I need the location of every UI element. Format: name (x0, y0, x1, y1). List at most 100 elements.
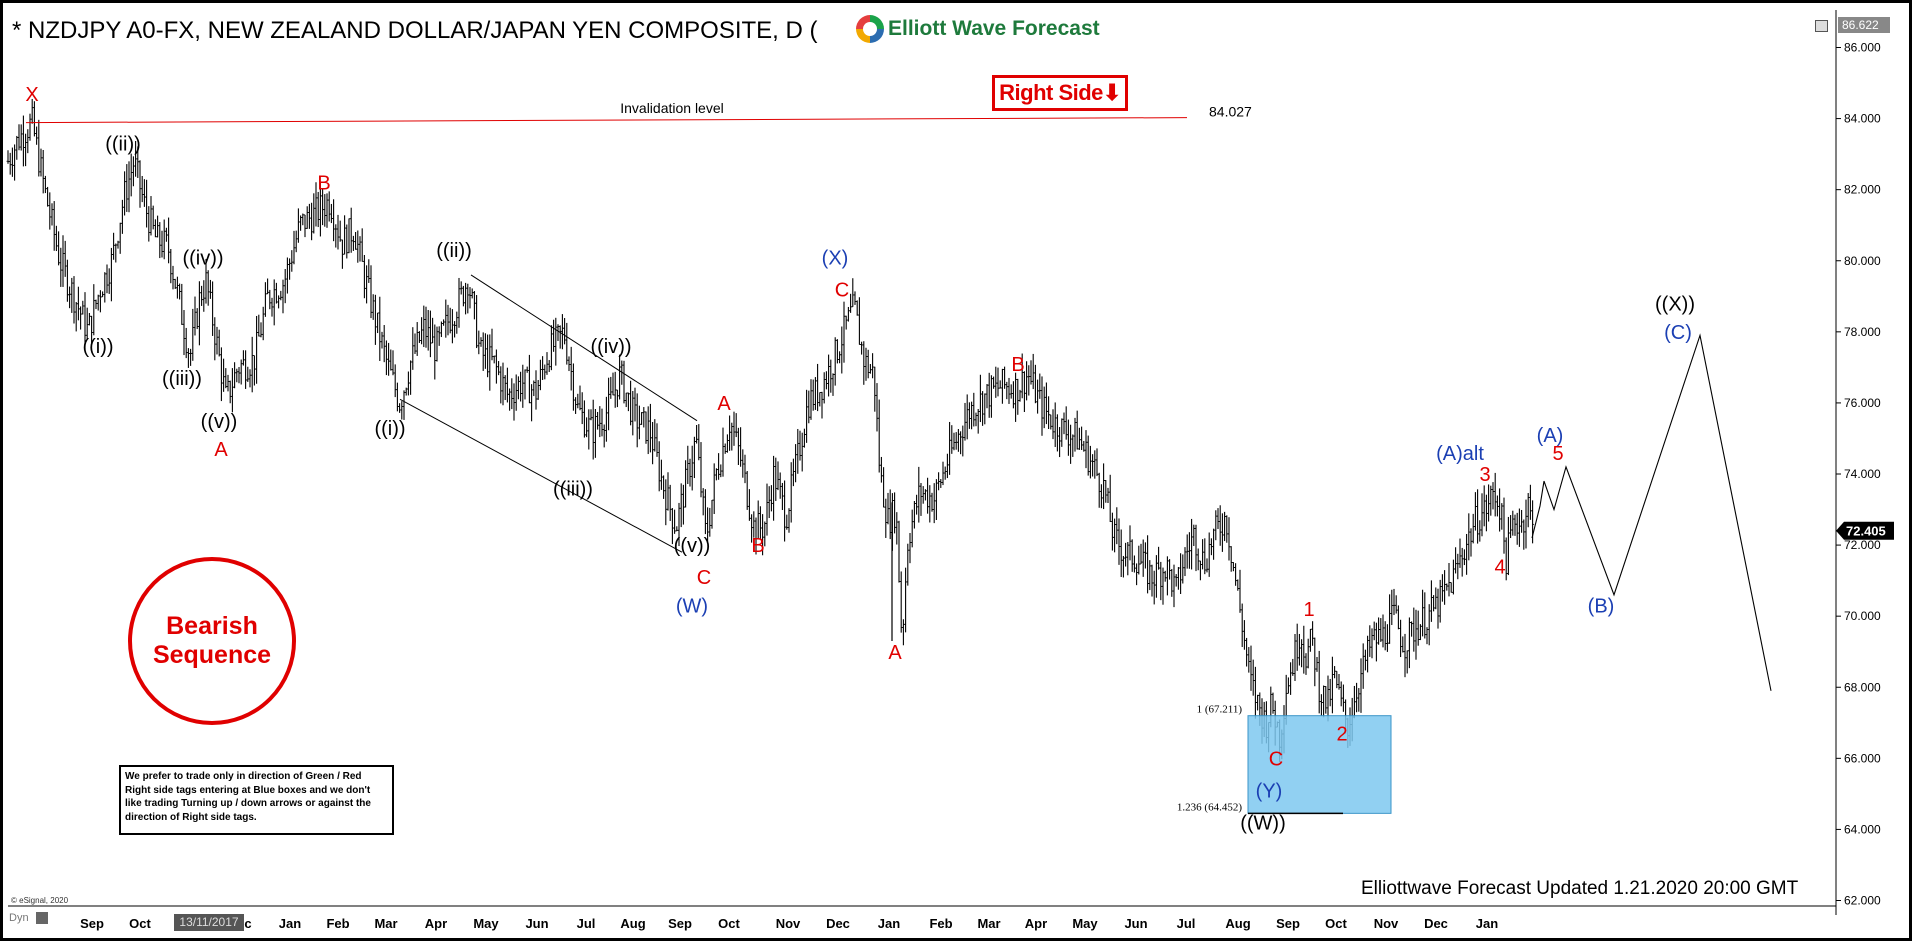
wave-label: (B) (1588, 596, 1615, 618)
y-tick-label: 72.000 (1844, 538, 1881, 552)
wave-label: A (888, 642, 902, 664)
invalidation-line (25, 117, 1188, 124)
x-tick-label: Oct (1325, 916, 1347, 931)
y-tick-label: 86.000 (1844, 41, 1881, 55)
wave-label: X (25, 84, 38, 106)
wave-label: A (214, 439, 228, 461)
wave-label: ((X)) (1655, 294, 1695, 316)
x-tick-label: Nov (1374, 916, 1399, 931)
wave-label: ((W)) (1240, 812, 1286, 834)
x-tick-label: Jun (525, 916, 548, 931)
x-tick-label: Dec (826, 916, 850, 931)
brand-logo: Elliott Wave Forecast (856, 15, 1100, 43)
update-footer: Elliottwave Forecast Updated 1.21.2020 2… (1361, 878, 1799, 899)
wave-label: B (1011, 354, 1024, 376)
right-side-tag: Right Side ⬇ (992, 75, 1128, 111)
wave-label: ((iv)) (182, 247, 223, 269)
fib-label: 1 (67.211) (1197, 703, 1243, 715)
y-tick-label: 68.000 (1844, 680, 1881, 694)
wave-label: B (317, 173, 330, 195)
x-tick-label: Sep (668, 916, 692, 931)
y-tick-label: 84.000 (1844, 112, 1881, 126)
wave-label: (X) (822, 247, 849, 269)
x-tick-label: Dec (1424, 916, 1448, 931)
y-tick-label: 76.000 (1844, 396, 1881, 410)
right-side-label: Right Side (999, 80, 1103, 105)
invalidation-label: Invalidation level (620, 100, 724, 116)
wave-label: ((i)) (374, 418, 405, 440)
wave-label: (Y) (1256, 780, 1283, 802)
top-value-label: 86.622 (1842, 18, 1879, 32)
axis-layer: 62.000 64.000 66.000 68.000 70.000 72.000 74.0… (8, 10, 1894, 931)
x-tick-label: Jan (1476, 916, 1498, 931)
wave-label: (A)alt (1436, 443, 1484, 465)
bearish-line-1: Bearish (166, 612, 258, 640)
wave-label: ((v)) (201, 411, 238, 433)
x-tick-label: Sep (80, 916, 104, 931)
x-tick-label: Apr (425, 916, 447, 931)
wave-label: 5 (1552, 443, 1563, 465)
copyright: © eSignal, 2020 (11, 896, 69, 905)
dyn-toggle-button[interactable] (36, 912, 48, 924)
y-tick-label: 82.000 (1844, 183, 1881, 197)
annotation-layer: Invalidation level 84.027 1 (67.211) 1.236 … (25, 100, 1772, 815)
x-tick-label: Aug (620, 916, 645, 931)
x-tick-label: Oct (718, 916, 740, 931)
chart-title: * NZDJPY A0-FX, NEW ZEALAND DOLLAR/JAPAN… (12, 17, 818, 44)
bearish-line-2: Sequence (152, 641, 272, 669)
wave-labels: X ((ii)) B ((iv)) ((i)) ((iii)) ((v)) A ((ii)) ((… (25, 84, 1695, 835)
x-tick-label: c (244, 916, 251, 931)
wave-label: ((ii)) (436, 240, 472, 262)
y-tick-label: 78.000 (1844, 325, 1881, 339)
x-tick-label: Jan (878, 916, 900, 931)
x-tick-label: Jul (577, 916, 596, 931)
wave-label: (C) (1664, 322, 1692, 344)
wave-label: 3 (1479, 464, 1490, 486)
x-tick-label: Jan (279, 916, 301, 931)
y-tick-label: 80.000 (1844, 254, 1881, 268)
x-tick-label: Nov (776, 916, 801, 931)
dyn-label[interactable]: Dyn (9, 912, 29, 924)
channel-line (470, 274, 698, 422)
wave-label: 1 (1303, 599, 1314, 621)
wave-label: 2 (1336, 724, 1347, 746)
brand-name: Elliott Wave Forecast (888, 17, 1100, 40)
wave-label: C (697, 567, 711, 589)
last-price-label: 72.405 (1846, 524, 1886, 539)
elliott-wave-forecast-logo-icon (856, 15, 884, 43)
cursor-date-chip: 13/11/2017 (174, 914, 244, 931)
y-tick-label: 70.000 (1844, 609, 1881, 623)
wave-label: A (717, 393, 731, 415)
y-tick-label: 64.000 (1844, 822, 1881, 836)
x-tick-label: Oct (129, 916, 151, 931)
down-arrow-icon: ⬇ (1102, 80, 1121, 105)
wave-label: (W) (676, 596, 708, 618)
wave-label: ((v)) (674, 535, 711, 557)
invalidation-value: 84.027 (1209, 104, 1252, 120)
x-tick-label: May (473, 916, 499, 931)
wave-label: C (1269, 748, 1283, 770)
y-tick-label: 66.000 (1844, 751, 1881, 765)
x-tick-label: Sep (1276, 916, 1300, 931)
wave-label: ((iv)) (590, 336, 631, 358)
x-tick-label: Jun (1124, 916, 1147, 931)
x-tick-label: May (1072, 916, 1098, 931)
x-tick-label: Mar (374, 916, 397, 931)
last-price-box (1836, 521, 1894, 540)
wave-label: ((iii)) (162, 368, 202, 390)
price-bars (6, 98, 1535, 762)
x-tick-label: Jul (1177, 916, 1196, 931)
x-tick-label: Mar (977, 916, 1000, 931)
wave-label: B (751, 535, 764, 557)
x-tick-label: Feb (326, 916, 349, 931)
fib-label: 1.236 (64.452) (1177, 801, 1242, 813)
channel-line (399, 398, 683, 553)
x-tick-label: Apr (1025, 916, 1047, 931)
x-tick-label: Aug (1225, 916, 1250, 931)
window-restore-icon[interactable] (1815, 20, 1828, 32)
y-tick-label: 74.000 (1844, 467, 1881, 481)
wave-label: 4 (1494, 557, 1505, 579)
top-value-box (1838, 17, 1890, 33)
